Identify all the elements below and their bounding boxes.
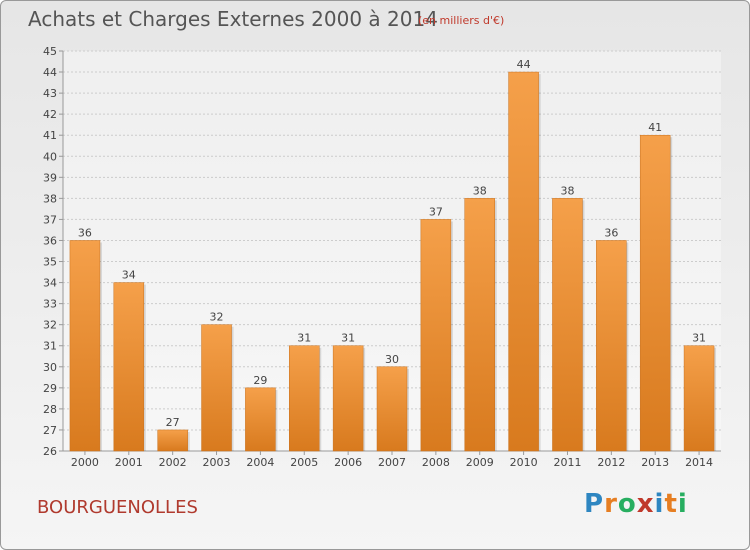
bar-value-label: 31 [341,332,355,345]
y-tick-label: 37 [43,213,57,226]
x-tick-label: 2010 [510,456,538,469]
bar [69,240,101,452]
bar-value-label: 38 [473,184,487,197]
x-tick-label: 2008 [422,456,450,469]
bar-value-label: 36 [78,226,92,239]
x-tick-label: 2002 [159,456,187,469]
y-tick-label: 39 [43,171,57,184]
y-tick-label: 41 [43,129,57,142]
x-tick-label: 2000 [71,456,99,469]
bar-value-label: 27 [166,416,180,429]
bar [683,345,715,452]
bar-value-label: 44 [517,58,531,71]
x-tick-label: 2004 [246,456,274,469]
bar-value-label: 31 [297,332,311,345]
x-tick-label: 2005 [290,456,318,469]
logo-letter: x [636,489,655,519]
y-tick-label: 30 [43,361,57,374]
y-tick-label: 33 [43,298,57,311]
x-tick-label: 2012 [597,456,625,469]
y-tick-label: 36 [43,234,57,247]
bar [376,366,408,452]
bar-value-label: 37 [429,205,443,218]
bar-value-label: 32 [210,311,224,324]
bar [157,429,188,452]
bar [639,134,671,452]
bar [508,71,539,452]
chart-subtitle: (en milliers d'€) [418,14,505,27]
bar [420,219,452,452]
y-tick-label: 38 [43,192,57,205]
bar-value-label: 34 [122,269,136,282]
x-tick-label: 2014 [685,456,713,469]
logo-letter: o [617,489,637,519]
bar [113,282,145,452]
bar [289,345,320,452]
y-tick-label: 42 [43,108,57,121]
x-tick-label: 2001 [115,456,143,469]
y-tick-label: 31 [43,340,57,353]
bar [201,324,232,452]
y-tick-label: 32 [43,319,57,332]
y-tick-label: 28 [43,403,57,416]
y-tick-label: 44 [43,66,57,79]
logo-letter: i [654,489,665,519]
x-tick-label: 2011 [553,456,581,469]
x-tick-label: 2007 [378,456,406,469]
x-tick-label: 2006 [334,456,362,469]
y-tick-label: 34 [43,277,57,290]
bar-value-label: 36 [604,226,618,239]
logo-letter: i [677,489,688,519]
x-tick-label: 2013 [641,456,669,469]
bar-value-label: 31 [692,332,706,345]
town-name: BOURGUENOLLES [37,497,198,518]
bar-value-label: 30 [385,353,399,366]
y-tick-label: 40 [43,150,57,163]
chart-title: Achats et Charges Externes 2000 à 2014 [28,7,438,31]
logo-letter: r [604,489,618,519]
bar-value-label: 29 [253,374,267,387]
y-tick-label: 43 [43,87,57,100]
bar-value-label: 41 [648,121,662,134]
y-tick-label: 26 [43,445,57,458]
y-tick-label: 35 [43,256,57,269]
bar [464,198,495,452]
logo-letter: P [584,489,605,519]
y-tick-label: 27 [43,424,57,437]
x-tick-label: 2003 [203,456,231,469]
bar-value-label: 38 [560,184,574,197]
bar [245,387,276,452]
proxiti-logo: Proxiti [584,489,688,519]
y-tick-label: 29 [43,382,57,395]
logo-letter: t [664,489,678,519]
bar [332,345,364,452]
x-tick-label: 2009 [466,456,494,469]
y-tick-label: 45 [43,45,57,58]
bar [552,198,583,452]
bar [596,240,627,452]
